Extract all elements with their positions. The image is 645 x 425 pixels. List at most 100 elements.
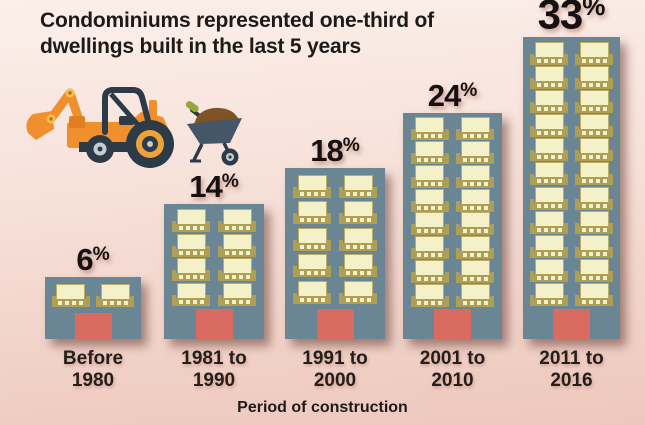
window-icon	[176, 282, 206, 298]
window-unit	[172, 209, 210, 233]
balcony-rail-dot	[588, 179, 593, 184]
window-unit	[339, 201, 377, 225]
balcony-rail-dot	[313, 297, 318, 302]
balcony-rail-dot	[424, 134, 429, 139]
balcony-icon	[456, 224, 495, 236]
balcony-rail-dot	[462, 253, 467, 258]
window-unit	[410, 117, 449, 141]
bar-group-2001-2010: 24% 2001 to 2010	[403, 80, 502, 391]
building-floors	[45, 277, 141, 313]
balcony-rail-dot	[536, 300, 541, 305]
balcony-rail-dot	[557, 155, 562, 160]
balcony-rail-dot	[550, 251, 555, 256]
balcony-rail-dot	[359, 218, 364, 223]
balcony-rail-dot	[543, 106, 548, 111]
balcony-rail-dot	[462, 181, 467, 186]
balcony-rail-dot	[192, 250, 197, 255]
balcony-rail-dot	[476, 181, 481, 186]
balcony-rail-dot	[543, 227, 548, 232]
balcony-rail-dot	[595, 276, 600, 281]
balcony-rail-dot	[352, 297, 357, 302]
balcony-rail-dot	[557, 131, 562, 136]
balcony-icon	[530, 271, 568, 283]
balcony-rail-dot	[313, 271, 318, 276]
balcony-icon	[96, 296, 135, 308]
balcony-rail-dot	[602, 58, 607, 63]
balcony-rail-dot	[581, 276, 586, 281]
window-icon	[176, 233, 206, 249]
balcony-rail-dot	[557, 179, 562, 184]
door-icon	[74, 313, 112, 340]
balcony-icon	[172, 221, 210, 233]
balcony-rail-dot	[469, 253, 474, 258]
window-unit	[339, 254, 377, 278]
balcony-rail-dot	[536, 82, 541, 87]
window-icon	[100, 284, 130, 300]
balcony-rail-dot	[424, 229, 429, 234]
x-axis-label: Period of construction	[237, 399, 408, 416]
balcony-rail-dot	[366, 218, 371, 223]
window-unit	[575, 65, 613, 89]
balcony-rail-dot	[536, 203, 541, 208]
value-label: 24%	[428, 80, 478, 111]
balcony-rail-dot	[431, 276, 436, 281]
balcony-rail-dot	[424, 158, 429, 162]
window-unit	[456, 212, 495, 236]
chart-title-line2: dwellings built in the last 5 years	[40, 35, 361, 59]
window-icon	[222, 282, 252, 298]
balcony-rail-dot	[581, 203, 586, 208]
balcony-rail-dot	[306, 244, 311, 249]
balcony-icon	[575, 101, 613, 113]
balcony-icon	[339, 186, 377, 198]
window-icon	[415, 283, 445, 299]
value-label: 18%	[310, 135, 360, 166]
window-icon	[579, 114, 609, 130]
balcony-rail-dot	[178, 226, 183, 231]
window-unit	[575, 259, 613, 283]
balcony-rail-dot	[602, 203, 607, 208]
balcony-rail-dot	[306, 297, 311, 302]
window-icon	[343, 254, 373, 270]
balcony-rail-dot	[345, 191, 350, 196]
building-floor	[523, 283, 620, 307]
building-floor	[285, 174, 385, 198]
balcony-icon	[575, 198, 613, 210]
balcony-rail-dot	[417, 229, 422, 234]
window-icon	[343, 280, 373, 296]
window-icon	[579, 162, 609, 178]
balcony-rail-dot	[345, 244, 350, 249]
balcony-rail-dot	[199, 250, 204, 255]
balcony-rail-dot	[366, 191, 371, 196]
building-floors	[403, 113, 502, 309]
balcony-rail-dot	[345, 271, 350, 276]
building-floor	[45, 284, 141, 308]
balcony-rail-dot	[476, 158, 481, 162]
balcony-icon	[293, 213, 331, 225]
balcony-rail-dot	[109, 301, 114, 306]
balcony-rail-dot	[299, 297, 304, 302]
balcony-icon	[410, 129, 449, 141]
balcony-icon	[456, 200, 495, 212]
balcony-rail-dot	[424, 300, 429, 305]
value-label: 6%	[76, 244, 109, 275]
balcony-icon	[339, 239, 377, 251]
window-unit	[410, 283, 449, 307]
balcony-rail-dot	[352, 244, 357, 249]
balcony-rail-dot	[595, 82, 600, 87]
balcony-icon	[575, 295, 613, 307]
balcony-rail-dot	[178, 299, 183, 304]
balcony-icon	[575, 174, 613, 186]
balcony-rail-dot	[557, 106, 562, 111]
balcony-rail-dot	[359, 297, 364, 302]
balcony-rail-dot	[469, 181, 474, 186]
balcony-icon	[51, 296, 90, 308]
balcony-rail-dot	[595, 106, 600, 111]
chart-title-line1: Condominiums represented one-third of	[40, 9, 434, 32]
balcony-icon	[293, 266, 331, 278]
window-icon	[534, 114, 564, 130]
balcony-rail-dot	[199, 299, 204, 304]
building-floor	[285, 254, 385, 278]
balcony-rail-dot	[245, 275, 250, 280]
balcony-rail-dot	[359, 271, 364, 276]
window-icon	[297, 227, 327, 243]
